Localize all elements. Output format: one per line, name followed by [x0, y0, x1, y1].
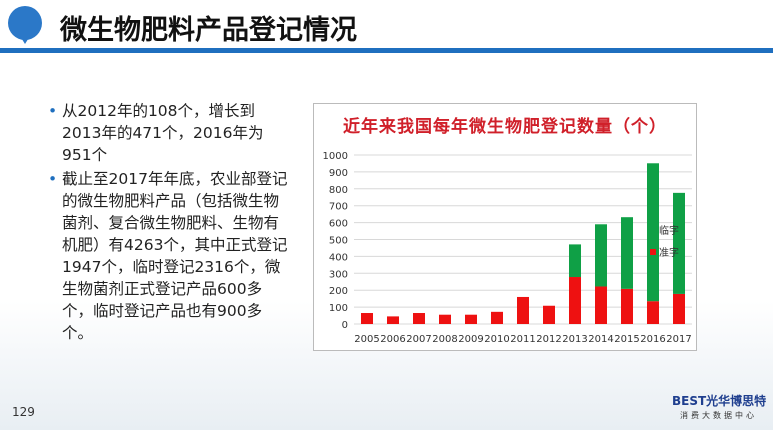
bullet-list: 从2012年的108个，增长到2013年的471个，2016年为951个 截止至… [48, 100, 288, 346]
bar-临字-2015 [621, 217, 633, 289]
logo-icon [8, 6, 42, 44]
bar-准字-2011 [517, 296, 529, 324]
x-tick-label: 2016 [640, 334, 665, 345]
legend-swatch [650, 227, 656, 233]
y-tick-label: 0 [342, 320, 348, 331]
header-divider [0, 48, 773, 53]
bar-准字-2008 [439, 314, 451, 324]
bar-准字-2009 [465, 314, 477, 324]
bar-准字-2007 [413, 313, 425, 324]
x-tick-label: 2009 [458, 334, 483, 345]
y-tick-label: 500 [329, 236, 348, 247]
x-tick-label: 2015 [614, 334, 639, 345]
x-tick-label: 2006 [380, 334, 405, 345]
bar-准字-2013 [569, 277, 581, 324]
chart-svg: 0 100 200 300 400 500 600 700 800 900 1000 2005 2006… [323, 151, 692, 345]
page-number: 129 [12, 405, 35, 419]
bar-准字-2006 [387, 316, 399, 324]
chart: 近年来我国每年微生物肥登记数量（个） 0 100 200 300 400 500 600 70… [313, 103, 697, 351]
y-tick-label: 400 [329, 252, 348, 263]
bar-准字-2012 [543, 305, 555, 324]
x-tick-label: 2011 [510, 334, 535, 345]
bar-准字-2010 [491, 311, 503, 324]
page-title: 微生物肥料产品登记情况 [60, 15, 357, 46]
y-tick-label: 700 [329, 202, 348, 213]
x-tick-label: 2005 [354, 334, 379, 345]
chart-title: 近年来我国每年微生物肥登记数量（个） [343, 117, 667, 137]
bar-准字-2016 [647, 301, 659, 324]
y-tick-label: 200 [329, 286, 348, 297]
brand-subtitle: 消费大数据中心 [680, 411, 757, 420]
bar-准字-2005 [361, 313, 373, 324]
bar-临字-2017 [673, 192, 685, 294]
x-tick-label: 2014 [588, 334, 613, 345]
legend-swatch [650, 249, 656, 255]
legend-label: 临字 [659, 224, 679, 237]
y-tick-label: 600 [329, 219, 348, 230]
y-tick-label: 100 [329, 303, 348, 314]
bar-准字-2014 [595, 286, 607, 324]
bar-临字-2013 [569, 244, 581, 278]
bar-临字-2014 [595, 224, 607, 287]
x-tick-label: 2007 [406, 334, 431, 345]
x-tick-label: 2012 [536, 334, 561, 345]
bar-准字-2015 [621, 288, 633, 324]
y-tick-label: 1000 [323, 151, 348, 162]
brand-logo: BEST光华博思特 [672, 394, 767, 408]
x-tick-label: 2017 [666, 334, 691, 345]
bullet-item: 从2012年的108个，增长到2013年的471个，2016年为951个 [48, 100, 288, 166]
y-tick-label: 300 [329, 269, 348, 280]
x-tick-label: 2008 [432, 334, 457, 345]
bar-准字-2017 [673, 293, 685, 324]
x-tick-label: 2013 [562, 334, 587, 345]
x-tick-label: 2010 [484, 334, 509, 345]
y-tick-label: 800 [329, 185, 348, 196]
y-tick-label: 900 [329, 168, 348, 179]
legend-label: 准字 [659, 246, 679, 259]
bullet-item: 截止至2017年年底，农业部登记的微生物肥料产品（包括微生物菌剂、复合微生物肥料… [48, 168, 288, 344]
